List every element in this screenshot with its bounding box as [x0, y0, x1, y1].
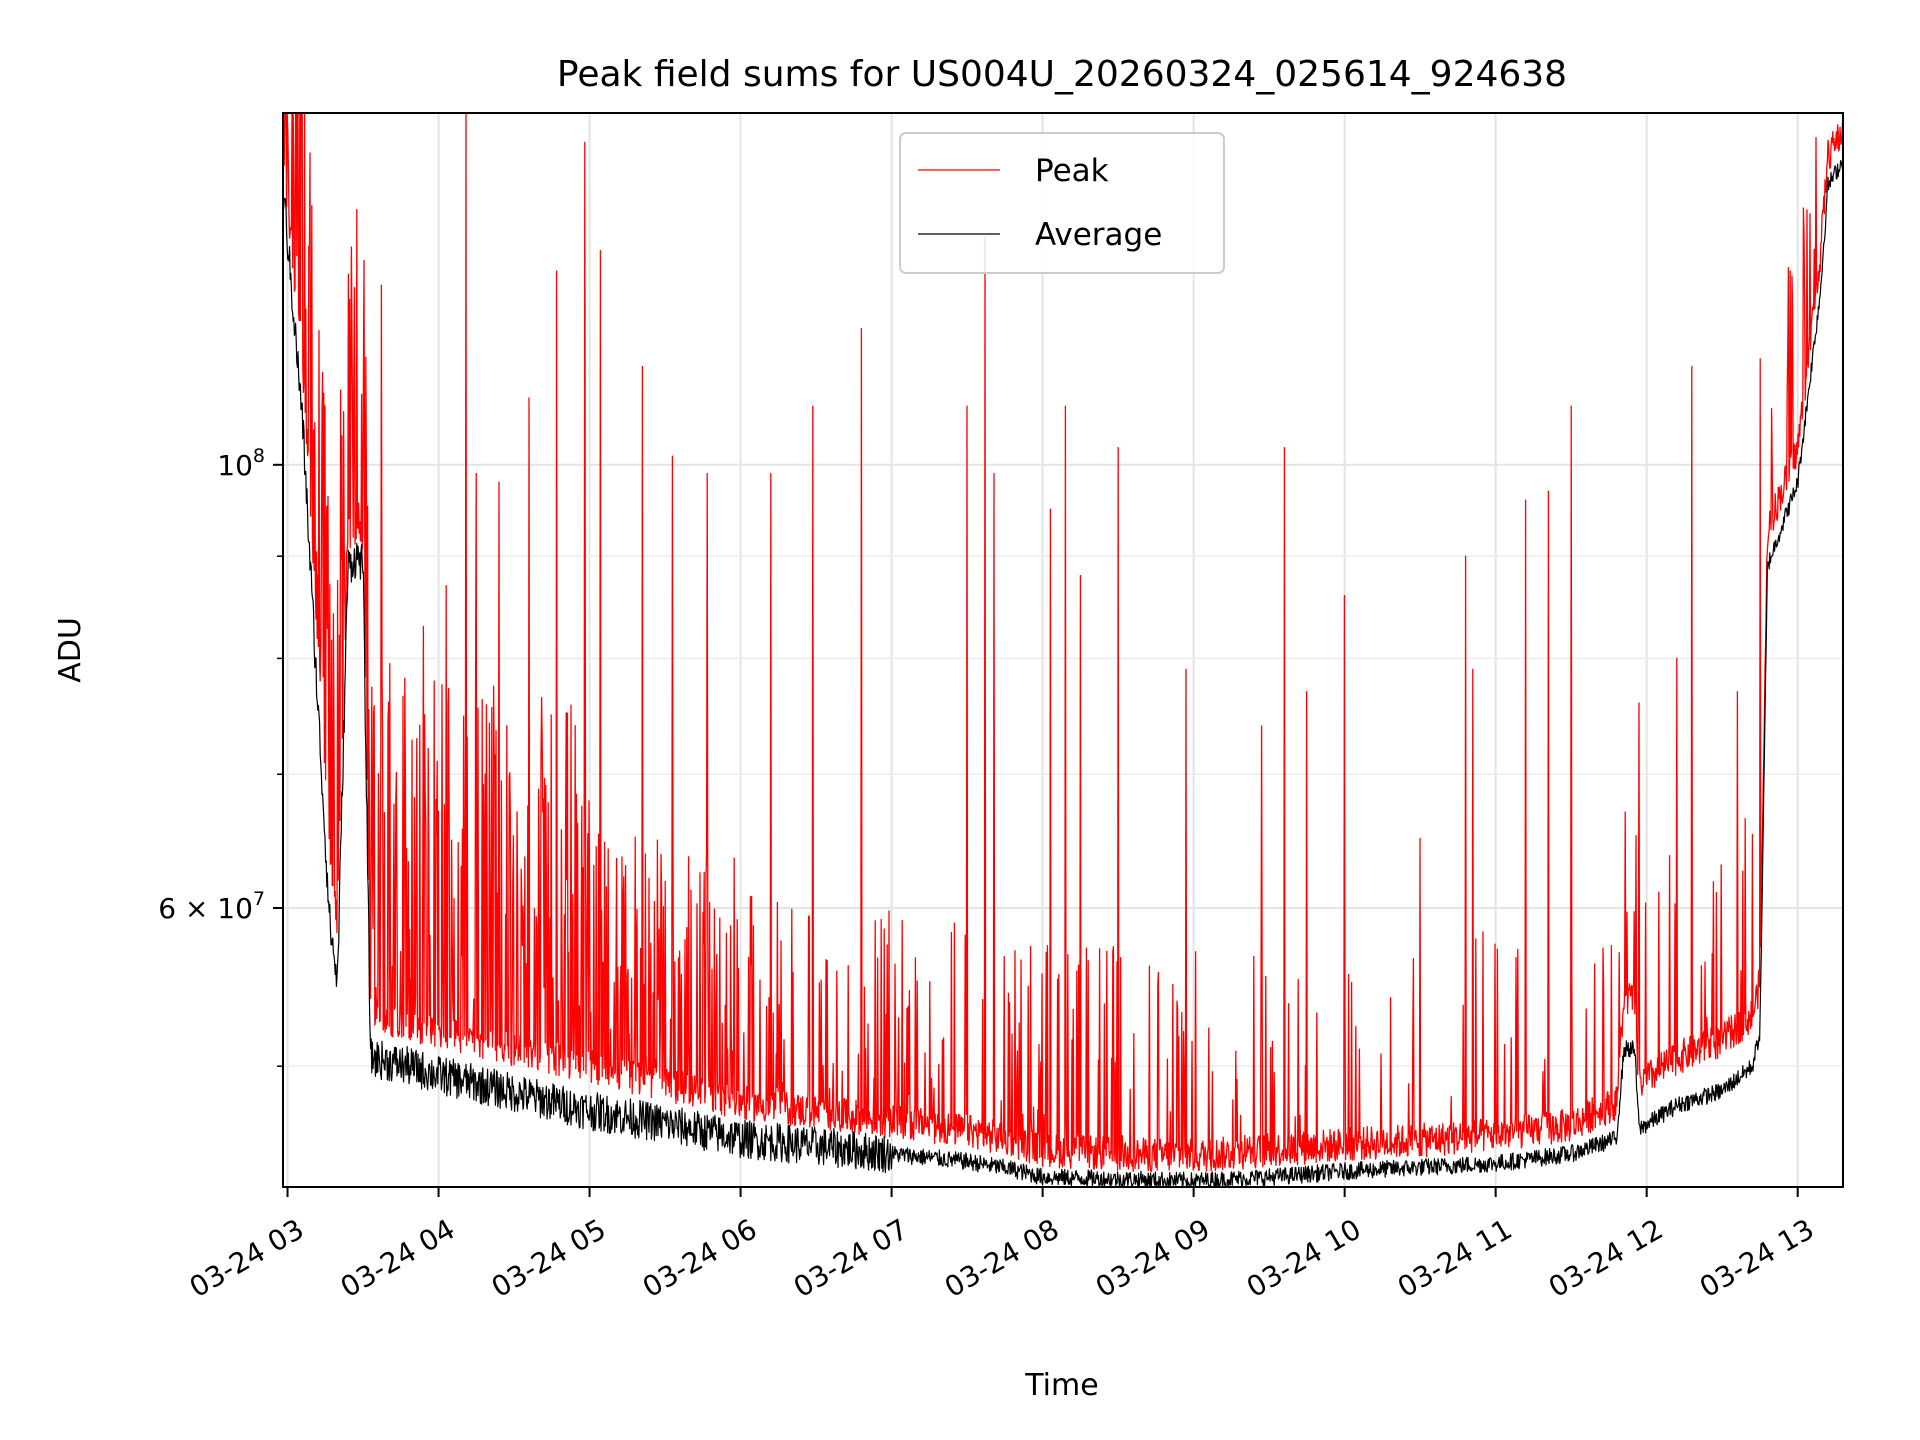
legend-label-average: Average — [1035, 217, 1162, 253]
y-tick-base: 10 — [217, 449, 253, 482]
legend-box — [899, 132, 1225, 274]
series-line-average — [282, 160, 1844, 1188]
plot-frame — [282, 112, 1844, 1188]
y-tick-mantissa: 6 × — [158, 892, 217, 925]
chart-title: Peak field sums for US004U_20260324_0256… — [557, 54, 1567, 95]
legend-label-peak: Peak — [1035, 153, 1109, 189]
y-tick-exponent: 7 — [253, 888, 265, 910]
series-line-peak — [282, 112, 1844, 1173]
y-tick-exponent: 8 — [253, 445, 265, 467]
grid — [283, 113, 1843, 1187]
legend: Peak Average — [899, 132, 1225, 274]
y-tick-label: 108 — [217, 445, 265, 482]
x-axis-title: Time — [1024, 1368, 1098, 1403]
y-tick-base: 10 — [217, 892, 253, 925]
plot-series — [282, 112, 1844, 1188]
y-tick-label: 6 × 107 — [158, 888, 265, 925]
y-axis-title: ADU — [53, 617, 88, 683]
